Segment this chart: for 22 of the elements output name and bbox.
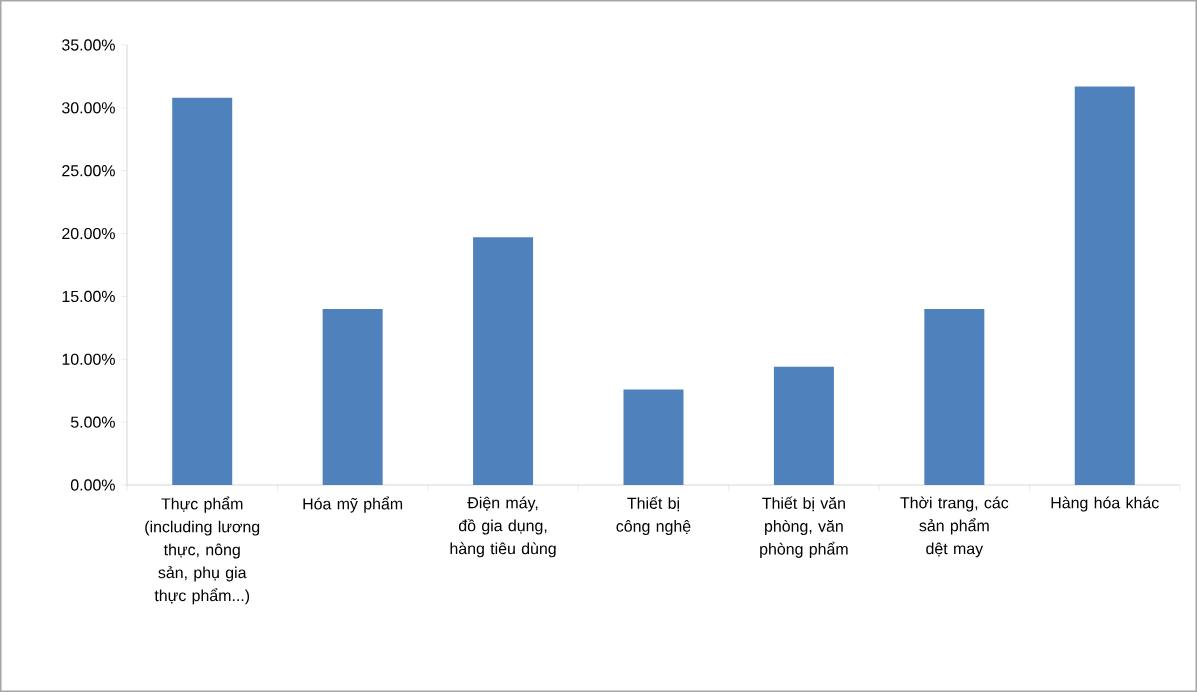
x-tick-label: Thiết bị văn phòng, văn phòng phẩm — [760, 496, 848, 558]
x-tick-label: Hóa mỹ phẩm — [303, 496, 403, 513]
y-tick-label: 15.00% — [62, 290, 115, 303]
bar — [1074, 86, 1135, 485]
y-tick-label: 5.00% — [70, 416, 115, 428]
y-tick-label: 35.00% — [62, 39, 115, 51]
x-tick-label: Thời trang, các sản phẩm dệt may — [900, 496, 1009, 558]
x-tick-label: Điện máy, đồ gia dụng, hàng tiêu dùng — [450, 496, 556, 558]
y-tick-label: 25.00% — [62, 165, 115, 177]
y-tick-label: 10.00% — [62, 353, 115, 365]
bar — [473, 237, 534, 485]
y-tick-label: 30.00% — [62, 102, 115, 114]
y-tick-label: 20.00% — [62, 227, 115, 240]
bar — [623, 389, 684, 485]
x-tick-label: Thiết bị công nghệ — [616, 496, 691, 535]
bar — [322, 308, 383, 485]
x-tick-label: Thực phẩm (including lương thực, nông sản, phụ gia thực phẩm...) — [145, 496, 260, 605]
bar — [172, 97, 233, 485]
bar — [924, 308, 985, 485]
y-tick-label: 0.00% — [70, 479, 115, 491]
x-tick-label: Hàng hóa khác — [1051, 496, 1159, 512]
bar — [773, 366, 834, 485]
